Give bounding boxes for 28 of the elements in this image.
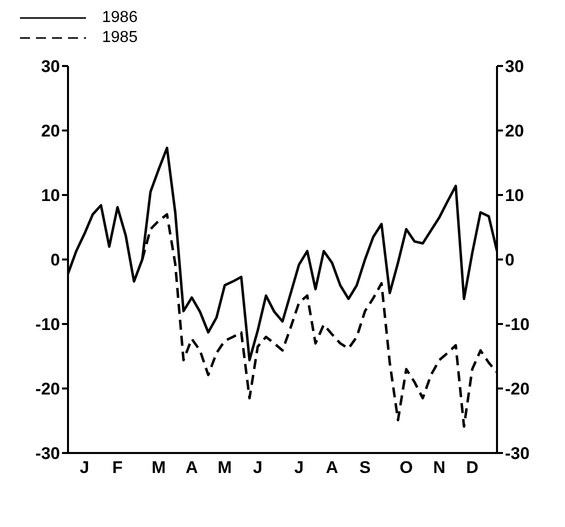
x-tick-label: A — [186, 458, 198, 478]
y2-tick-label: 30 — [505, 57, 524, 76]
legend-label: 1986 — [102, 9, 138, 27]
y2-tick-label: -20 — [505, 380, 530, 399]
y-tick-label: -20 — [35, 380, 60, 399]
x-tick-label: M — [152, 458, 166, 478]
y-tick-label: 0 — [50, 250, 60, 270]
x-tick-label: O — [400, 458, 413, 478]
y-tick-label: 20 — [41, 122, 60, 141]
x-tick-label: S — [359, 458, 371, 478]
x-tick-label: N — [433, 458, 446, 478]
y-tick-label: 10 — [41, 186, 60, 206]
x-tick-label: J — [253, 458, 262, 478]
x-tick-label: A — [326, 458, 338, 478]
y2-tick-label: 10 — [505, 186, 524, 206]
y2-tick-label: -30 — [505, 444, 530, 464]
x-tick-label: D — [466, 458, 478, 478]
y-tick-label: -30 — [35, 444, 60, 464]
legend-label: 1985 — [102, 29, 138, 47]
y-tick-label: -10 — [35, 315, 60, 334]
y2-tick-label: 0 — [505, 250, 514, 270]
y2-tick-label: -10 — [505, 315, 530, 334]
y2-tick-label: 20 — [505, 122, 524, 141]
x-tick-label: J — [80, 458, 90, 478]
x-tick-label: F — [112, 458, 123, 478]
y-tick-label: 30 — [41, 57, 60, 76]
x-tick-label: M — [218, 458, 232, 478]
x-tick-label: J — [294, 458, 304, 478]
